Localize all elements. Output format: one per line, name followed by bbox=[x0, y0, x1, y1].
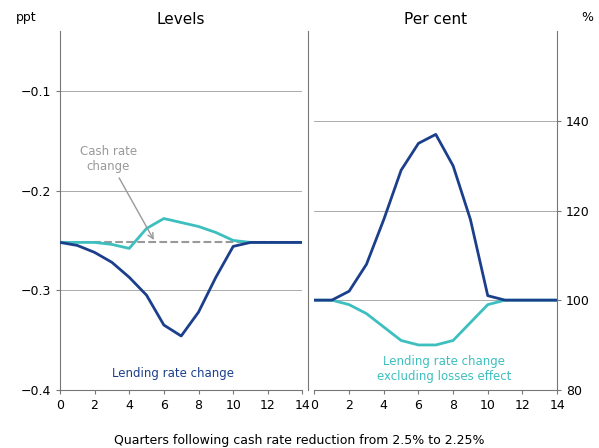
Text: Lending rate change: Lending rate change bbox=[111, 367, 234, 380]
Text: ppt: ppt bbox=[16, 11, 37, 24]
Text: Quarters following cash rate reduction from 2.5% to 2.25%: Quarters following cash rate reduction f… bbox=[114, 434, 485, 447]
Text: Cash rate
change: Cash rate change bbox=[80, 145, 153, 239]
Title: Levels: Levels bbox=[157, 13, 205, 27]
Title: Per cent: Per cent bbox=[404, 13, 467, 27]
Text: %: % bbox=[582, 11, 594, 24]
Text: Lending rate change
excluding losses effect: Lending rate change excluding losses eff… bbox=[377, 355, 512, 383]
